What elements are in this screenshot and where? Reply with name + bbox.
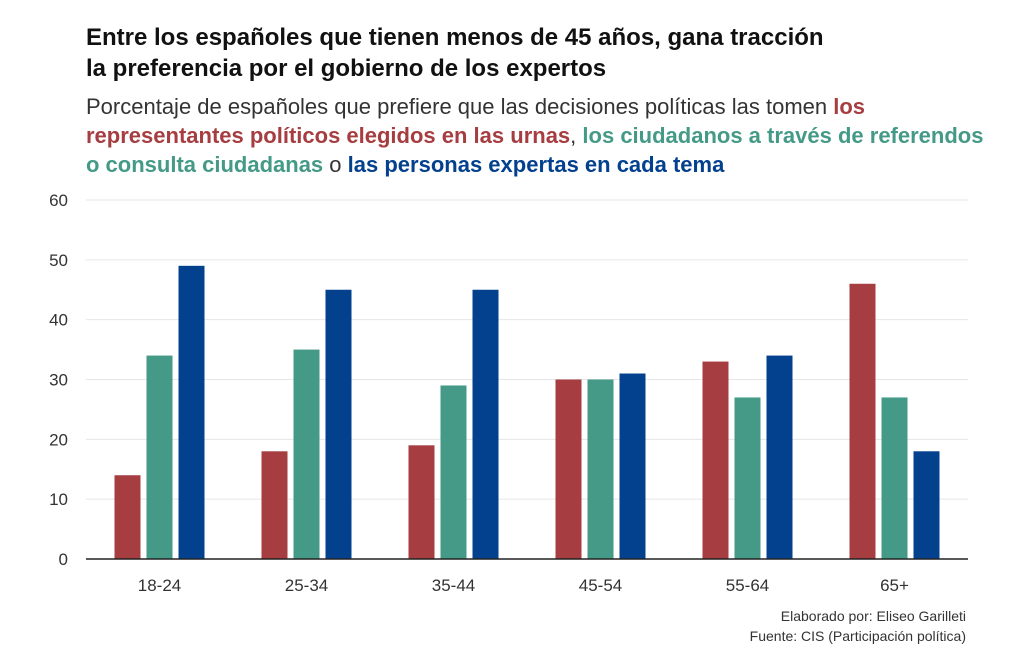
x-tick-label: 55-64	[726, 576, 769, 595]
title-line-2: la preferencia por el gobierno de los ex…	[86, 55, 607, 82]
bar	[766, 355, 793, 559]
bar	[849, 283, 876, 559]
subtitle-separator-2: o	[329, 152, 342, 177]
bar	[261, 451, 288, 559]
legend-citizens: los ciudadanos a través de referendos o …	[86, 123, 984, 177]
source-text: Fuente: CIS (Participación política)	[749, 628, 966, 644]
y-tick-label: 50	[49, 251, 68, 270]
credit-text: Elaborado por: Eliseo Garilleti	[780, 608, 966, 624]
x-tick-label: 45-54	[579, 576, 622, 595]
bar	[114, 475, 141, 559]
y-tick-label: 10	[49, 490, 68, 509]
legend-experts: las personas expertas en cada tema	[347, 152, 725, 177]
bar	[178, 265, 205, 559]
x-tick-label: 25-34	[285, 576, 328, 595]
y-tick-label: 30	[49, 371, 68, 390]
chart-footer: Elaborado por: Eliseo Garilleti Fuente: …	[750, 606, 966, 646]
bar	[734, 397, 761, 559]
bar	[325, 289, 352, 559]
chart-title: Entre los españoles que tienen menos de …	[86, 22, 986, 84]
bar	[408, 445, 435, 559]
subtitle-intro: Porcentaje de españoles que prefiere que…	[86, 94, 828, 119]
title-line-1: Entre los españoles que tienen menos de …	[86, 24, 824, 51]
bar	[702, 361, 729, 559]
bar	[913, 451, 940, 559]
bar	[881, 397, 908, 559]
bar	[293, 349, 320, 559]
bar	[440, 385, 467, 559]
bar	[587, 379, 614, 559]
bar	[555, 379, 582, 559]
x-tick-label: 65+	[880, 576, 909, 595]
bar	[619, 373, 646, 559]
y-tick-label: 40	[49, 311, 68, 330]
chart-subtitle: Porcentaje de españoles que prefiere que…	[86, 92, 986, 179]
y-tick-label: 20	[49, 430, 68, 449]
y-tick-label: 0	[59, 550, 68, 569]
x-tick-label: 18-24	[138, 576, 181, 595]
bar	[472, 289, 499, 559]
y-tick-label: 60	[49, 191, 68, 210]
x-tick-label: 35-44	[432, 576, 475, 595]
bar	[146, 355, 173, 559]
legend-elected: los representantes políticos elegidos en…	[86, 94, 866, 148]
subtitle-separator-1: ,	[570, 123, 577, 148]
